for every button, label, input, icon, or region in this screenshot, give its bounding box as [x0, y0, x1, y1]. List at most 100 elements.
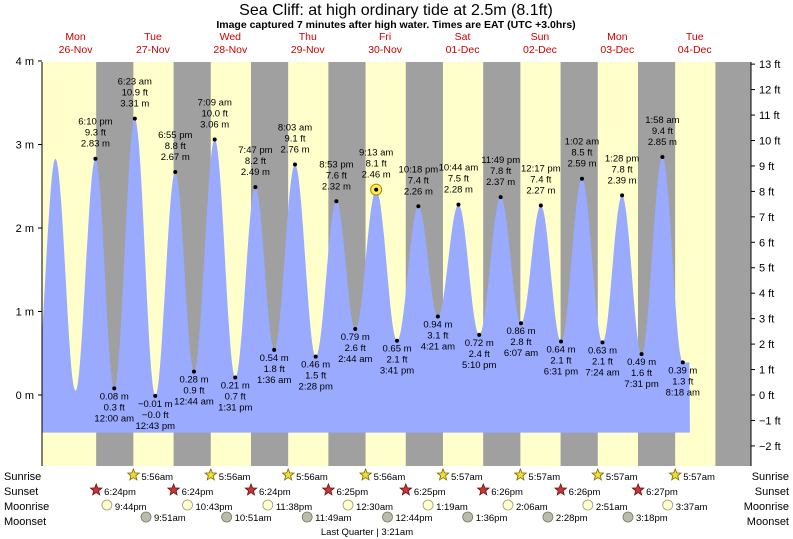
day-label-date: 28-Nov: [213, 44, 248, 56]
high-tide-label: 1:28 pm: [605, 153, 639, 164]
low-tide-label: 1.8 ft: [264, 364, 285, 375]
sunset-time: 6:24pm: [104, 487, 136, 498]
right-tick-label: 10 ft: [759, 135, 780, 147]
high-tide-label: 2.85 m: [648, 137, 677, 148]
day-label-date: 30-Nov: [368, 44, 403, 56]
high-tide-label: 2.46 m: [362, 170, 391, 181]
moonset-icon: [622, 511, 634, 523]
high-tide-label: 6:55 pm: [158, 130, 192, 141]
low-tide-label: 1.5 ft: [305, 371, 326, 382]
low-tide-label: 0.28 m: [179, 375, 208, 386]
sunset-time: 6:24pm: [182, 487, 214, 498]
high-tide-label: 1:58 am: [645, 115, 679, 126]
moonset-time: 1:36pm: [476, 513, 508, 524]
high-tide-point: [498, 195, 503, 200]
right-tick-label: 12 ft: [759, 85, 780, 97]
high-tide-label: 10.9 ft: [122, 88, 149, 99]
day-label-date: 04-Dec: [678, 44, 712, 56]
astro-rows: 5:56am 5:56am 5:56am 5:56am 5:57am 5:57am 5:57…: [89, 467, 715, 524]
moonrise-icon: [182, 499, 193, 511]
low-tide-label: 0.3 ft: [104, 402, 125, 413]
sunrise-time: 5:56am: [141, 472, 173, 483]
low-tide-label: 2.6 ft: [345, 343, 366, 354]
high-tide-label: 2.49 m: [241, 167, 270, 178]
moonrise-icon: [262, 499, 274, 511]
moonset-time: 10:51am: [235, 513, 272, 524]
high-tide-label: 2.83 m: [81, 139, 110, 150]
moonrise-time: 2:06am: [516, 502, 548, 513]
sunrise-icon: [204, 467, 218, 481]
low-tide-label: 0.39 m: [668, 365, 697, 376]
high-tide-point: [456, 202, 461, 207]
moonrise-row-label-left: Moonrise: [4, 501, 49, 513]
sunrise-time: 5:57am: [528, 472, 560, 483]
sunset-row-label-left: Sunset: [4, 486, 38, 498]
day-label-dow: Mon: [607, 31, 628, 43]
high-tide-label: 2.37 m: [486, 177, 515, 188]
low-tide-point: [112, 386, 117, 391]
sunset-icon: [631, 482, 645, 496]
high-tide-label: 7.8 ft: [612, 164, 633, 175]
low-tide-label: 4:21 am: [421, 342, 455, 353]
moon-phase: Last Quarter | 3:21am: [321, 527, 413, 538]
low-tide-point: [600, 340, 605, 345]
high-tide-label: 8.8 ft: [165, 141, 186, 152]
high-tide-point: [132, 116, 137, 121]
sunrise-row-label-left: Sunrise: [4, 471, 41, 483]
moonrise-row-label-right: Moonrise: [744, 501, 789, 513]
low-tide-label: −0.01 m: [138, 399, 173, 410]
low-tide-label: 0.86 m: [506, 326, 535, 337]
sunrise-row-label-right: Sunrise: [752, 471, 789, 483]
right-tick-label: 2 ft: [759, 339, 774, 351]
low-tide-label: 3.1 ft: [427, 331, 448, 342]
sunset-icon: [476, 482, 491, 496]
low-tide-label: 2.1 ft: [386, 355, 407, 366]
high-tide-label: 1:02 am: [565, 137, 599, 148]
low-tide-label: 1.6 ft: [631, 368, 652, 379]
low-tide-point: [395, 338, 400, 343]
high-tide-point: [620, 193, 625, 198]
high-tide-label: 3.31 m: [120, 99, 149, 110]
moonrise-time: 1:19am: [436, 502, 468, 513]
left-tick-label: 3 m: [16, 140, 34, 152]
low-tide-label: 2.4 ft: [469, 349, 490, 360]
low-tide-label: 0.49 m: [627, 357, 656, 368]
high-tide-label: 6:10 pm: [78, 117, 112, 128]
moonset-time: 12:44pm: [395, 513, 432, 524]
high-tide-point: [173, 170, 178, 175]
moonrise-time: 11:38pm: [276, 502, 312, 513]
low-tide-label: 1:36 am: [257, 375, 291, 386]
right-tick-label: 4 ft: [759, 288, 774, 300]
sunrise-time: 5:56am: [296, 472, 328, 483]
sunrise-icon: [513, 467, 528, 481]
low-tide-label: 0.65 m: [382, 344, 411, 355]
high-tide-label: 2.32 m: [322, 181, 351, 192]
low-tide-label: 0.63 m: [588, 345, 617, 356]
low-tide-label: 0.21 m: [221, 380, 250, 391]
moonset-time: 11:49am: [315, 513, 351, 524]
left-tick-label: 4 m: [16, 56, 34, 68]
moonrise-icon: [101, 499, 113, 511]
low-tide-label: 0.9 ft: [183, 386, 204, 397]
day-label-dow: Sun: [531, 31, 550, 43]
day-label-date: 02-Dec: [523, 44, 557, 56]
moonrise-time: 9:44pm: [115, 502, 147, 513]
sunrise-time: 5:56am: [219, 472, 251, 483]
high-tide-label: 12:17 pm: [521, 163, 561, 174]
low-tide-label: 0.64 m: [546, 345, 575, 356]
low-tide-label: 0.54 m: [260, 353, 289, 364]
low-tide-label: 2.8 ft: [510, 337, 531, 348]
moonset-row-label-left: Moonset: [4, 516, 46, 528]
low-tide-label: 1:31 pm: [218, 402, 252, 413]
low-tide-label: 7:24 am: [585, 367, 619, 378]
high-tide-label: 2.59 m: [567, 159, 596, 170]
moonset-icon: [462, 511, 474, 523]
sunrise-icon: [591, 467, 605, 481]
low-tide-label: 7:31 pm: [624, 379, 658, 390]
day-label-date: 01-Dec: [446, 44, 480, 56]
high-tide-label: 8.2 ft: [245, 156, 266, 167]
high-tide-label: 3.06 m: [200, 119, 229, 130]
sunrise-time: 5:56am: [374, 472, 406, 483]
left-tick-label: 0 m: [16, 390, 34, 402]
